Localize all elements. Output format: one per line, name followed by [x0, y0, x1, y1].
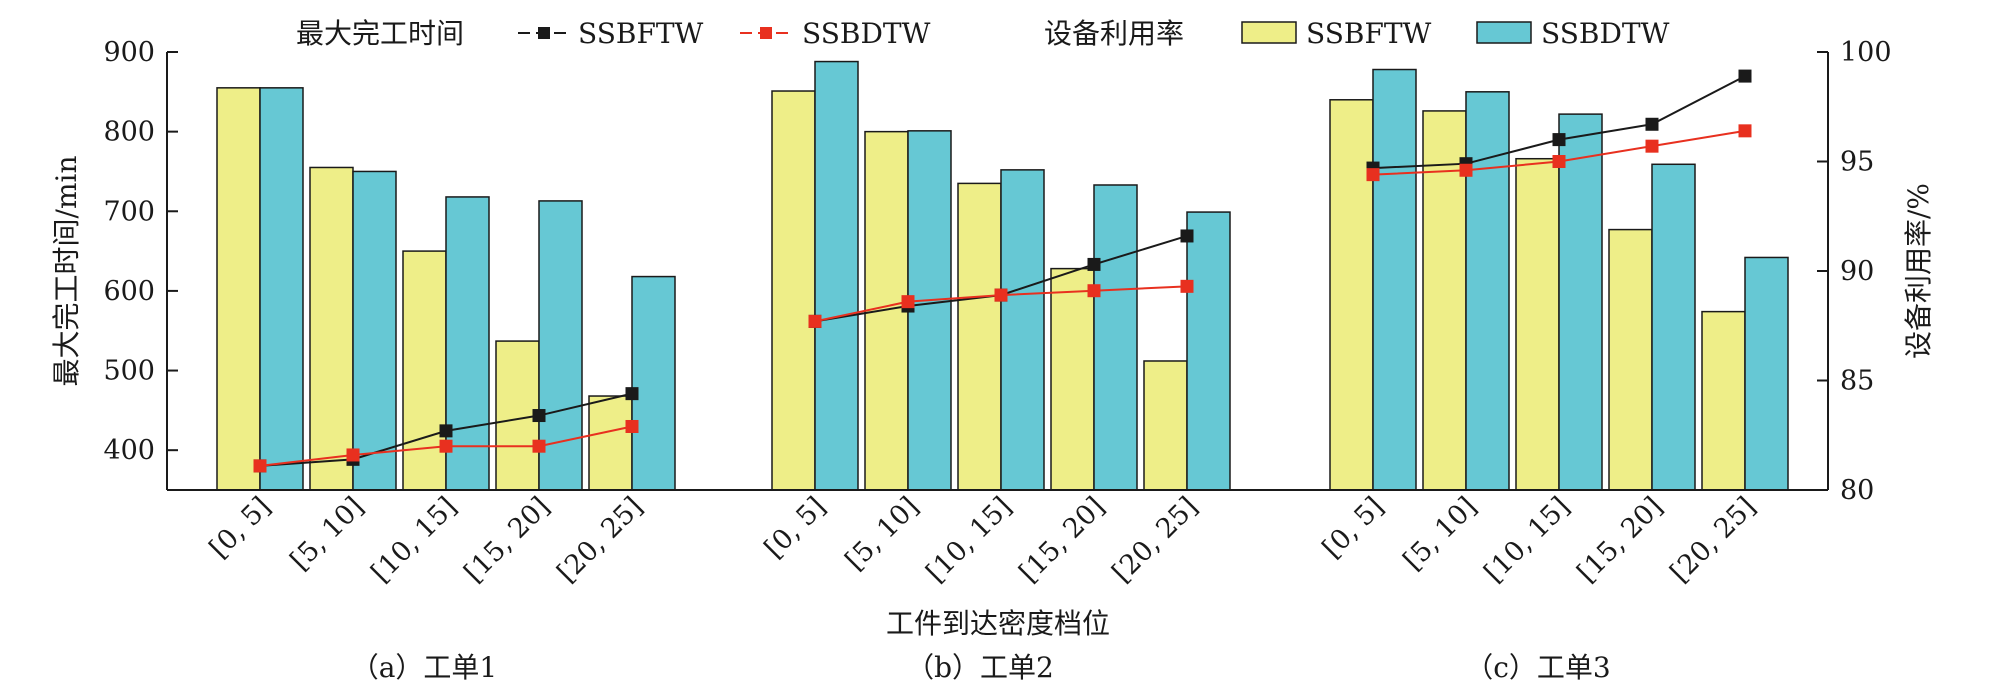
bar-ssbftw-panel1-2: [402, 250, 447, 491]
marker-ssbftw-panel2-3: [1087, 257, 1101, 271]
marker-ssbftw-panel3-4: [1738, 69, 1752, 83]
bar-ssbftw-panel3-4: [1701, 310, 1746, 491]
bar-ssbftw-panel3-1: [1422, 110, 1467, 491]
bar-ssbftw-panel2-3: [1050, 267, 1095, 491]
marker-ssbdtw-panel2-4: [1180, 279, 1194, 293]
marker-ssbdtw-panel3-0: [1366, 168, 1380, 182]
bar-ssbftw-panel2-0: [771, 90, 816, 491]
marker-ssbdtw-panel2-0: [808, 314, 822, 328]
plot-area: [216, 60, 1789, 491]
bar-ssbdtw-panel2-3: [1093, 184, 1138, 491]
category-label-panel3-0: [0, 5]: [1317, 491, 1390, 564]
category-label-panel3-1: [5, 10]: [1398, 491, 1483, 576]
marker-ssbdtw-panel3-1: [1459, 163, 1473, 177]
marker-ssbdtw-panel2-3: [1087, 284, 1101, 298]
right-axis-title: 设备利用率/%: [1902, 183, 1935, 359]
legend: 最大完工时间 SSBFTW SSBDTW 设备利用率 SSBFTW SSBDTW: [296, 17, 1670, 50]
bar-ssbftw-panel1-4: [588, 395, 633, 491]
marker-ssbftw-panel3-3: [1645, 117, 1659, 131]
right-tick-label-0: 80: [1840, 475, 1874, 506]
marker-ssbdtw-panel1-2: [439, 439, 453, 453]
category-label-panel2-0: [0, 5]: [759, 491, 832, 564]
category-tick-labels: [0, 5] [5, 10][10, 15][15, 20][20, 25] [0,…: [204, 491, 1762, 589]
left-axis-ticks: 400 500 600 700 800 900: [103, 37, 178, 466]
x-axis-title: 工件到达密度档位: [886, 607, 1110, 640]
category-label-panel1-4: [20, 25]: [551, 491, 649, 589]
bar-ssbdtw-panel3-2: [1558, 113, 1603, 491]
bar-ssbdtw-panel2-0: [814, 60, 859, 491]
bar-ssbftw-panel1-3: [495, 340, 540, 491]
bar-ssbdtw-panel3-0: [1372, 68, 1417, 491]
legend-swatch-ssbdtw: [1476, 21, 1532, 44]
marker-ssbftw-panel1-3: [532, 409, 546, 423]
marker-ssbdtw-panel1-1: [346, 448, 360, 462]
bar-ssbftw-panel1-1: [309, 166, 354, 491]
marker-ssbdtw-panel1-4: [625, 419, 639, 433]
legend-line-ssbdtw-label: SSBDTW: [802, 17, 931, 50]
marker-ssbftw-panel3-2: [1552, 133, 1566, 147]
category-label-panel3-2: [10, 15]: [1478, 491, 1576, 589]
marker-ssbdtw-panel1-0: [253, 459, 267, 473]
panel-label-b: （b）工单2: [906, 651, 1054, 684]
left-tick-label-3: 700: [103, 196, 155, 227]
left-tick-label-1: 500: [103, 356, 155, 387]
bar-ssbdtw-panel3-4: [1744, 256, 1789, 491]
right-tick-label-2: 90: [1840, 256, 1874, 287]
marker-ssbdtw-panel3-4: [1738, 124, 1752, 138]
category-label-panel2-4: [20, 25]: [1106, 491, 1204, 589]
legend-line-ssbdtw: [740, 27, 792, 39]
bar-ssbftw-panel3-2: [1515, 157, 1560, 491]
bar-ssbdtw-panel1-0: [259, 87, 304, 491]
category-label-panel2-2: [10, 15]: [920, 491, 1018, 589]
marker-ssbftw-panel2-4: [1180, 229, 1194, 243]
bar-ssbdtw-panel1-4: [631, 275, 676, 491]
category-label-panel2-1: [5, 10]: [840, 491, 925, 576]
left-axis-title: 最大完工时间/min: [50, 156, 83, 387]
legend-swatch-ssbftw: [1241, 21, 1297, 44]
category-label-panel1-2: [10, 15]: [365, 491, 463, 589]
left-tick-label-4: 800: [103, 117, 155, 148]
marker-ssbftw-panel1-2: [439, 424, 453, 438]
right-tick-label-1: 85: [1840, 366, 1874, 397]
right-axis-ticks: 80 85 90 95 100: [1817, 37, 1892, 506]
bar-ssbdtw-panel1-2: [445, 196, 490, 491]
left-tick-label-5: 900: [103, 37, 155, 68]
bar-ssbftw-panel3-3: [1608, 228, 1653, 491]
left-tick-label-2: 600: [103, 276, 155, 307]
legend-line-ssbftw-label: SSBFTW: [578, 17, 704, 50]
category-label-panel1-0: [0, 5]: [204, 491, 277, 564]
left-tick-label-0: 400: [103, 435, 155, 466]
marker-ssbdtw-panel3-3: [1645, 139, 1659, 153]
right-tick-label-4: 100: [1840, 37, 1892, 68]
marker-ssbdtw-panel1-3: [532, 439, 546, 453]
marker-ssbdtw-panel2-1: [901, 295, 915, 309]
legend-line-ssbftw: [518, 27, 570, 39]
legend-utilization-title: 设备利用率: [1044, 17, 1184, 50]
panel-label-c: （c）工单3: [1465, 651, 1611, 684]
category-label-panel1-3: [15, 20]: [458, 491, 556, 589]
bar-ssbdtw-panel1-1: [352, 170, 397, 491]
panel-label-a: （a）工单1: [351, 651, 498, 684]
category-label-panel3-4: [20, 25]: [1664, 491, 1762, 589]
bar-ssbdtw-panel2-4: [1186, 211, 1231, 491]
bar-ssbdtw-panel3-3: [1651, 163, 1696, 491]
bar-ssbdtw-panel2-1: [907, 130, 952, 491]
category-label-panel2-3: [15, 20]: [1013, 491, 1111, 589]
bar-ssbftw-panel1-0: [216, 87, 261, 491]
legend-makespan-title: 最大完工时间: [296, 17, 464, 50]
bar-ssbftw-panel2-4: [1143, 360, 1188, 491]
bar-ssbdtw-panel3-1: [1465, 91, 1510, 491]
legend-bar-ssbftw-label: SSBFTW: [1306, 17, 1432, 50]
bar-ssbftw-panel2-2: [957, 182, 1002, 491]
right-tick-label-3: 95: [1840, 147, 1874, 178]
category-label-panel3-3: [15, 20]: [1571, 491, 1669, 589]
legend-bar-ssbdtw-label: SSBDTW: [1541, 17, 1670, 50]
marker-ssbdtw-panel3-2: [1552, 155, 1566, 168]
marker-ssbdtw-panel2-2: [994, 288, 1008, 302]
category-label-panel1-1: [5, 10]: [285, 491, 370, 576]
bar-ssbftw-panel3-0: [1329, 99, 1374, 491]
bar-ssbdtw-panel2-2: [1000, 169, 1045, 491]
marker-ssbftw-panel1-4: [625, 387, 639, 401]
